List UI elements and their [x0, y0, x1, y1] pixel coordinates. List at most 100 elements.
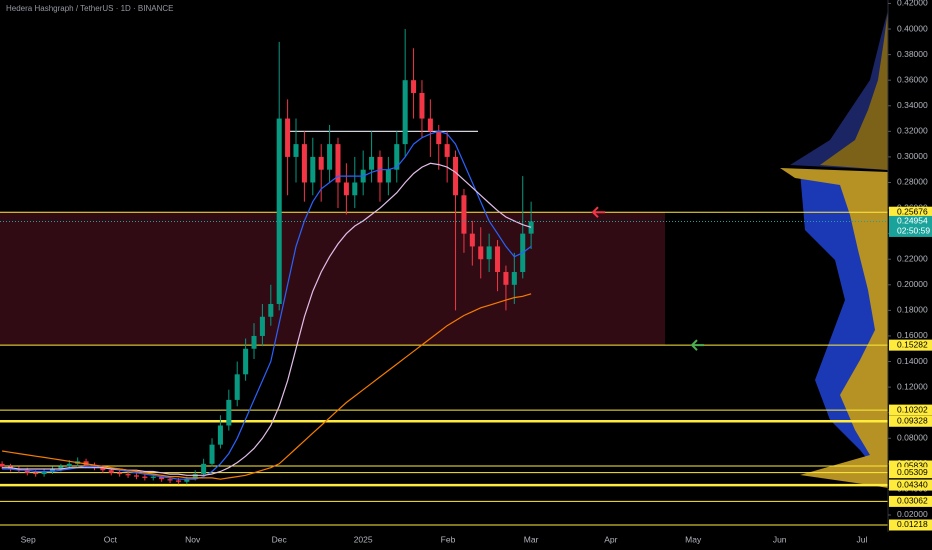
y-tick-label: 0.42000: [897, 0, 928, 8]
candle-body: [268, 303, 274, 317]
candle-body: [159, 476, 165, 480]
candle-body: [402, 80, 408, 145]
candle-body: [444, 144, 450, 157]
candle-body: [234, 374, 240, 400]
candle-body: [385, 169, 391, 183]
level-label-box: [889, 206, 932, 218]
price-axis: [888, 0, 932, 550]
candle-body: [217, 425, 223, 445]
level-label: 0.01218: [897, 519, 928, 529]
level-label-box: [889, 495, 932, 507]
moving-average: [2, 162, 532, 476]
y-tick-label: 0.12000: [897, 381, 928, 391]
x-tick-label: Jun: [773, 534, 787, 544]
zone-layer: [0, 212, 665, 346]
y-tick-label: 0.36000: [897, 74, 928, 84]
candle-body: [201, 463, 207, 475]
x-tick-label: 2025: [354, 534, 373, 544]
y-tick-label: 0.14000: [897, 356, 928, 366]
candle-body: [0, 463, 5, 467]
y-tick-label: 0.08000: [897, 433, 928, 443]
candle-body: [453, 156, 459, 196]
chart-title: Hedera Hashgraph / TetherUS · 1D · BINAN…: [6, 4, 173, 13]
y-tick-label: 0.34000: [897, 100, 928, 110]
x-tick-label: Oct: [104, 534, 118, 544]
candle-body: [58, 466, 64, 469]
candle-body: [301, 144, 307, 183]
y-tick-label: 0.02000: [897, 509, 928, 519]
last-price-box: [889, 215, 932, 237]
candle-body: [276, 118, 282, 304]
y-tick-label: 0.32000: [897, 126, 928, 136]
arrow-green: [690, 339, 704, 351]
candle-body: [49, 468, 56, 472]
candle-body: [352, 182, 358, 196]
level-label: 0.10202: [897, 404, 928, 414]
level-label-box: [889, 404, 932, 416]
y-tick-label: 0.18000: [897, 305, 928, 315]
level-label: 0.09328: [897, 416, 928, 426]
y-tick-label: 0.20000: [897, 279, 928, 289]
candle-body: [259, 316, 265, 336]
x-tick-label: Mar: [524, 534, 539, 544]
profile-upper-gold: [820, 10, 888, 170]
x-tick-label: Dec: [272, 534, 288, 544]
candle-body: [369, 156, 375, 170]
candle-body: [503, 272, 509, 285]
level-label-box: [889, 479, 932, 491]
volume-profile: [780, 10, 888, 488]
candle-body: [167, 479, 173, 481]
candle-body: [125, 474, 131, 476]
candle-body: [419, 92, 425, 119]
moving-average: [2, 130, 532, 480]
x-tick-label: Feb: [441, 534, 456, 544]
axis-layer: 0.020000.040000.060000.080000.100000.120…: [21, 0, 932, 544]
level-label-box: [889, 415, 932, 427]
candle-body: [285, 118, 291, 157]
candle-body: [175, 480, 181, 482]
candle-body: [335, 144, 341, 183]
candle-body: [461, 195, 467, 234]
candle-body: [310, 156, 316, 183]
x-tick-label: Sep: [21, 534, 36, 544]
candle-body: [117, 472, 123, 475]
candle-body: [495, 246, 501, 273]
level-label-box: [889, 519, 932, 531]
candle-body: [192, 474, 198, 480]
candle-body: [66, 463, 72, 467]
candle-body: [243, 348, 249, 375]
last-price-label: 0.24954: [897, 216, 928, 226]
level-label: 0.25676: [897, 206, 928, 216]
candle-body: [318, 156, 324, 170]
level-label: 0.15282: [897, 339, 928, 349]
y-tick-label: 0.22000: [897, 253, 928, 263]
candle-body: [133, 475, 139, 477]
candle-body: [394, 144, 400, 170]
countdown-label: 02:50:59: [897, 226, 930, 236]
candle-body: [327, 144, 333, 170]
candle-body: [108, 470, 114, 473]
candle-body: [142, 476, 148, 478]
level-label-box: [889, 339, 932, 351]
candle-body: [411, 80, 417, 93]
profile-gold: [780, 168, 888, 488]
x-tick-label: May: [685, 534, 702, 544]
marks-layer: [0, 29, 888, 526]
candle-body: [226, 399, 232, 426]
candle-body: [24, 470, 30, 473]
level-label-box: [889, 460, 932, 472]
candle-body: [478, 246, 484, 260]
zone-box: [0, 212, 665, 346]
candle-body: [41, 471, 47, 475]
x-tick-label: Apr: [604, 534, 617, 544]
candle-body: [528, 221, 534, 234]
level-label-box: [889, 467, 932, 479]
candle-body: [150, 476, 156, 478]
arrow-red: [591, 206, 605, 218]
candle-body: [209, 444, 215, 464]
x-tick-label: Jul: [857, 534, 868, 544]
y-tick-label: 0.38000: [897, 49, 928, 59]
candle-body: [100, 467, 106, 471]
